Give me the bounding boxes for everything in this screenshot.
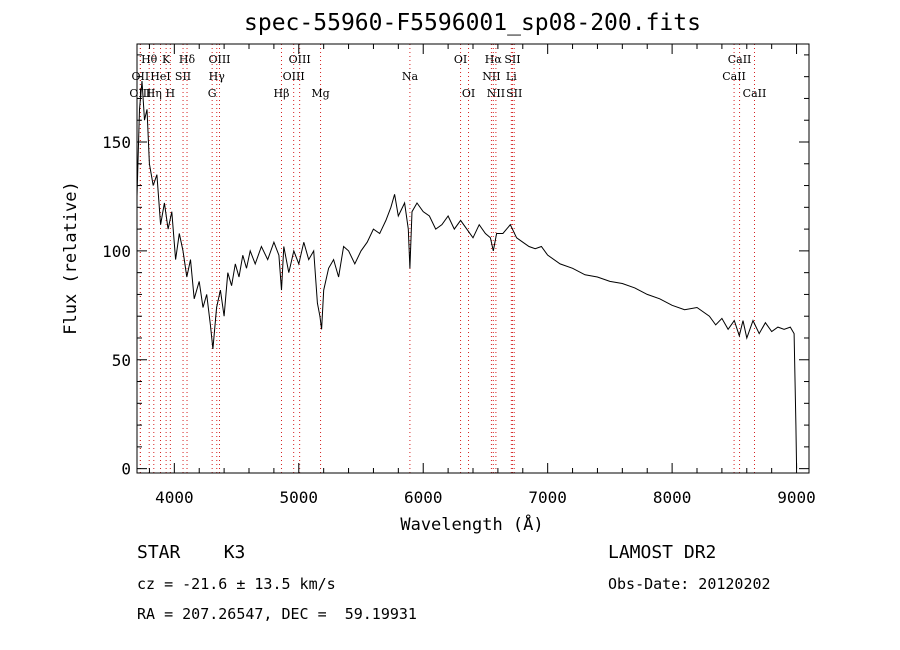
survey-name: LAMOST DR2 xyxy=(608,542,717,563)
line-marker-label: Li xyxy=(506,70,517,83)
line-marker-label: OIII xyxy=(289,53,311,66)
line-marker-label: CaII xyxy=(722,70,746,83)
line-marker-label: Na xyxy=(402,70,419,83)
y-tick-label: 50 xyxy=(112,351,131,370)
line-marker-label: OIII xyxy=(283,70,305,83)
line-marker-label: OI xyxy=(454,53,467,66)
line-marker-label: SII xyxy=(506,87,522,100)
line-marker-label: Hδ xyxy=(179,53,196,66)
line-marker-label: SII xyxy=(175,70,191,83)
line-marker-label: G xyxy=(208,87,217,100)
line-marker-label: CaII xyxy=(728,53,752,66)
object-class: STAR K3 xyxy=(137,542,246,563)
x-tick-label: 9000 xyxy=(777,488,816,507)
x-tick-label: 6000 xyxy=(404,488,443,507)
line-marker-label: OIII xyxy=(129,87,151,100)
y-tick-label: 100 xyxy=(102,242,131,261)
obs-date: Obs-Date: 20120202 xyxy=(608,575,771,593)
x-tick-label: 5000 xyxy=(280,488,319,507)
line-marker-label: H xyxy=(166,87,176,100)
x-tick-label: 4000 xyxy=(155,488,194,507)
x-axis-ticks: 4000 5000 6000 7000 8000 9000 xyxy=(148,44,816,507)
line-marker-label: NII xyxy=(482,70,500,83)
line-marker-label: Hη xyxy=(146,87,162,100)
chart-title: spec-55960-F5596001_sp08-200.fits xyxy=(244,10,701,36)
y-tick-label: 150 xyxy=(102,133,131,152)
line-marker-label: Mg xyxy=(311,87,329,100)
line-markers xyxy=(139,44,755,473)
line-marker-label: Hβ xyxy=(274,87,290,100)
x-tick-label: 7000 xyxy=(528,488,567,507)
line-marker-label: Hγ xyxy=(209,70,226,83)
x-axis-label: Wavelength (Å) xyxy=(400,513,543,535)
y-axis-label: Flux (relative) xyxy=(61,181,81,335)
plot-frame xyxy=(136,43,810,474)
line-marker-label: SII xyxy=(504,53,520,66)
redshift-info: cz = -21.6 ± 13.5 km/s xyxy=(137,575,336,593)
y-axis-ticks: 0 50 100 150 xyxy=(102,54,809,479)
line-marker-label: CaII xyxy=(743,87,767,100)
line-marker-label: HeI xyxy=(150,70,170,83)
spectrum-series-line xyxy=(136,80,798,469)
line-marker-label: NII xyxy=(487,87,505,100)
line-marker-label: OIII xyxy=(208,53,230,66)
line-marker-label: OI xyxy=(462,87,475,100)
line-marker-label: Hα xyxy=(485,53,503,66)
coordinates: RA = 207.26547, DEC = 59.19931 xyxy=(137,605,417,623)
line-marker-label: K xyxy=(162,53,171,66)
x-tick-label: 8000 xyxy=(653,488,692,507)
line-marker-label: Hθ xyxy=(141,53,158,66)
y-tick-label: 0 xyxy=(121,460,131,479)
